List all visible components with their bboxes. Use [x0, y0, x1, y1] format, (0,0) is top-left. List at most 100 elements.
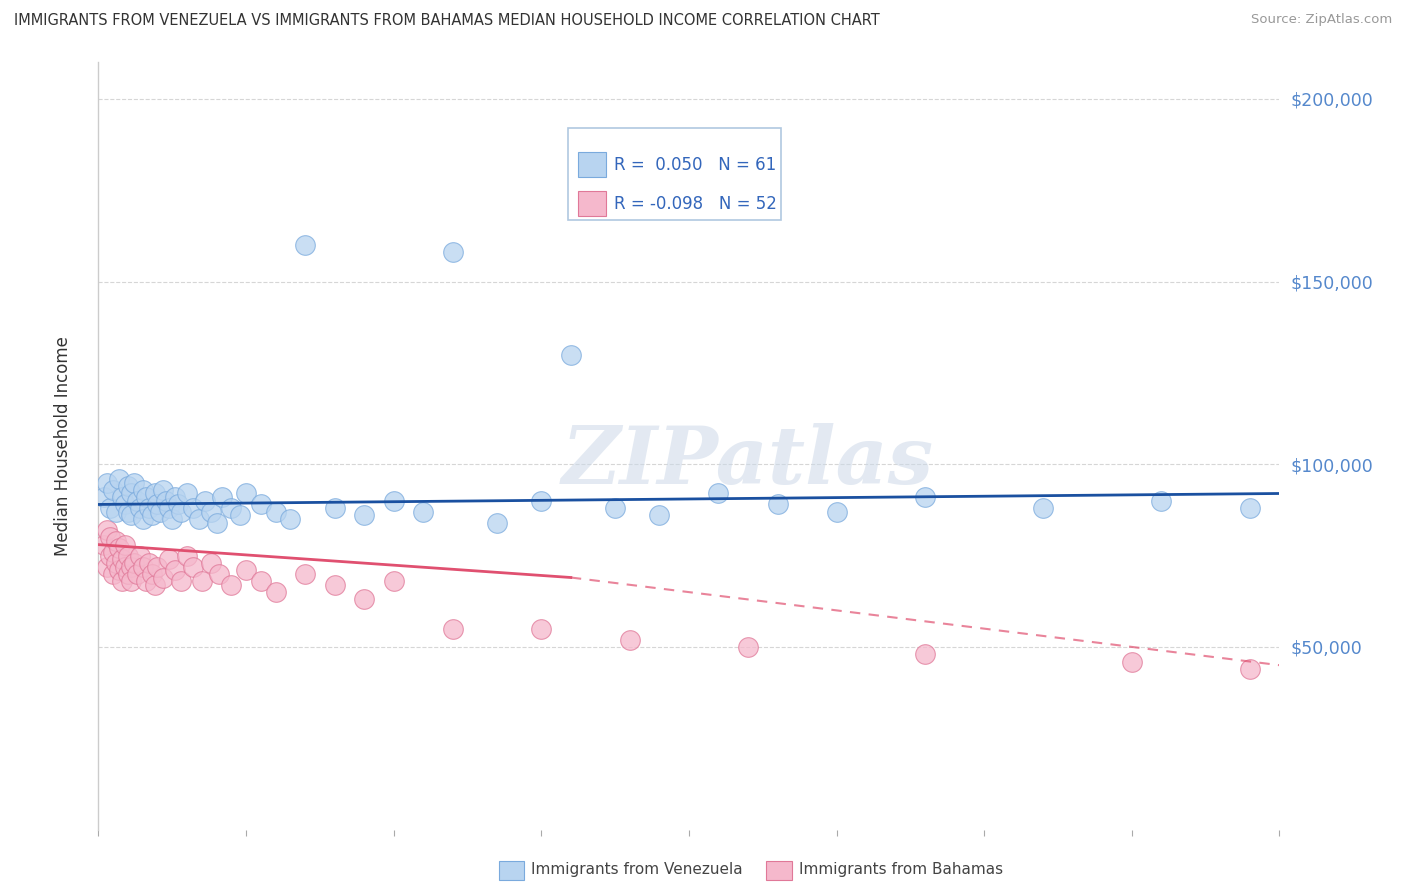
Point — [200, 505, 222, 519]
Point — [250, 498, 273, 512]
Point — [211, 490, 233, 504]
Point — [111, 552, 134, 566]
Text: Median Household Income: Median Household Income — [55, 336, 72, 556]
Point — [120, 559, 142, 574]
Point — [1239, 501, 1261, 516]
Point — [125, 493, 148, 508]
Point — [157, 552, 180, 566]
Text: Source: ZipAtlas.com: Source: ZipAtlas.com — [1251, 13, 1392, 27]
Point — [441, 622, 464, 636]
Point — [194, 493, 217, 508]
Point — [167, 498, 190, 512]
Point — [382, 574, 405, 589]
Point — [125, 566, 148, 581]
Point — [96, 559, 118, 574]
Point — [114, 559, 136, 574]
Point — [221, 501, 243, 516]
Point — [105, 505, 128, 519]
Point — [530, 622, 553, 636]
Point — [138, 501, 160, 516]
Point — [229, 508, 252, 523]
Point — [117, 505, 139, 519]
Point — [165, 490, 187, 504]
Point — [294, 238, 316, 252]
Point — [157, 501, 180, 516]
Point — [323, 578, 346, 592]
Point — [103, 483, 125, 497]
Point — [382, 493, 405, 508]
Point — [162, 512, 183, 526]
Point — [117, 479, 139, 493]
Point — [93, 538, 115, 552]
Point — [914, 647, 936, 661]
Point — [280, 512, 302, 526]
Point — [264, 505, 287, 519]
Point — [114, 538, 136, 552]
Point — [146, 559, 169, 574]
Point — [128, 501, 150, 516]
Point — [114, 498, 136, 512]
Point — [111, 490, 134, 504]
Point — [1239, 662, 1261, 676]
Text: R = -0.098   N = 52: R = -0.098 N = 52 — [614, 194, 778, 212]
Point — [181, 559, 204, 574]
Point — [155, 493, 177, 508]
Point — [108, 541, 131, 556]
Point — [1032, 501, 1054, 516]
Point — [117, 549, 139, 563]
Point — [560, 348, 582, 362]
Point — [353, 592, 375, 607]
Point — [96, 475, 118, 490]
Point — [486, 516, 509, 530]
Point — [176, 486, 198, 500]
Point — [103, 545, 125, 559]
Point — [98, 530, 121, 544]
Point — [181, 501, 204, 516]
Text: IMMIGRANTS FROM VENEZUELA VS IMMIGRANTS FROM BAHAMAS MEDIAN HOUSEHOLD INCOME COR: IMMIGRANTS FROM VENEZUELA VS IMMIGRANTS … — [14, 13, 880, 29]
Point — [105, 533, 128, 548]
Text: Immigrants from Bahamas: Immigrants from Bahamas — [799, 863, 1002, 877]
Point — [914, 490, 936, 504]
Point — [441, 245, 464, 260]
Point — [135, 490, 157, 504]
Point — [707, 486, 730, 500]
Point — [208, 566, 231, 581]
Point — [143, 578, 166, 592]
Point — [353, 508, 375, 523]
Text: Immigrants from Venezuela: Immigrants from Venezuela — [531, 863, 744, 877]
Point — [152, 483, 174, 497]
Point — [132, 512, 155, 526]
Point — [619, 632, 641, 647]
Point — [176, 549, 198, 563]
Point — [128, 549, 150, 563]
Point — [103, 566, 125, 581]
Point — [122, 475, 145, 490]
Point — [200, 556, 222, 570]
Point — [191, 574, 214, 589]
Point — [250, 574, 273, 589]
Point — [825, 505, 848, 519]
Point — [412, 505, 434, 519]
Point — [105, 556, 128, 570]
Point — [108, 563, 131, 577]
Point — [294, 566, 316, 581]
Point — [323, 501, 346, 516]
Point — [530, 493, 553, 508]
Point — [146, 498, 169, 512]
Point — [264, 585, 287, 599]
Point — [93, 490, 115, 504]
Point — [98, 501, 121, 516]
Point — [605, 501, 627, 516]
Point — [648, 508, 671, 523]
Text: ZIPatlas: ZIPatlas — [562, 423, 934, 500]
Point — [205, 516, 228, 530]
Point — [135, 574, 157, 589]
Point — [122, 556, 145, 570]
Point — [187, 512, 209, 526]
Point — [132, 483, 155, 497]
Point — [120, 486, 142, 500]
Text: R =  0.050   N = 61: R = 0.050 N = 61 — [614, 156, 776, 174]
Point — [165, 563, 187, 577]
Point — [120, 508, 142, 523]
Point — [138, 556, 160, 570]
